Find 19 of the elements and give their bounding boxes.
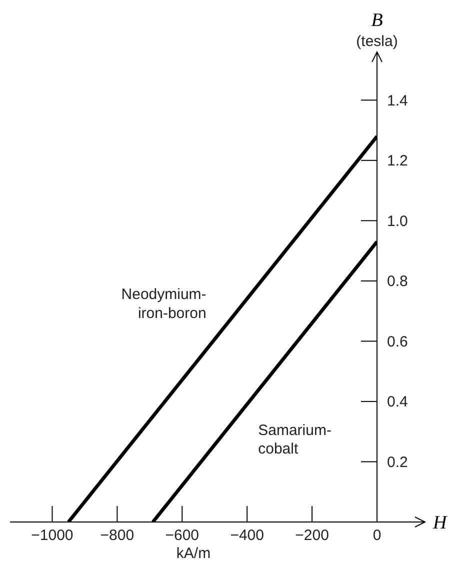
x-tick-label: −400	[230, 527, 264, 544]
series-label: Neodymium-iron-boron	[121, 286, 206, 322]
x-tick-label: −200	[295, 527, 329, 544]
x-tick-label: −800	[100, 527, 134, 544]
text: kA/m	[176, 545, 211, 562]
x-tick-label: −1000	[31, 527, 74, 544]
y-tick-label: 0.6	[387, 333, 408, 350]
text: (tesla)	[356, 33, 398, 50]
y-tick-label: 1.0	[387, 212, 408, 230]
y-axis-title: B	[371, 10, 384, 31]
y-tick-label: 1.2	[387, 152, 408, 170]
y-tick-label: 0.2	[387, 454, 408, 471]
y-tick-label: 0.8	[387, 273, 408, 290]
y-tick-label: 0.4	[387, 394, 408, 411]
x-tick-label: −600	[165, 527, 200, 544]
x-axis-title: H	[432, 512, 448, 534]
x-tick-label: 0	[372, 527, 382, 544]
series-label: Samarium-cobalt	[258, 422, 332, 458]
y-tick-label: 1.4	[387, 92, 408, 110]
